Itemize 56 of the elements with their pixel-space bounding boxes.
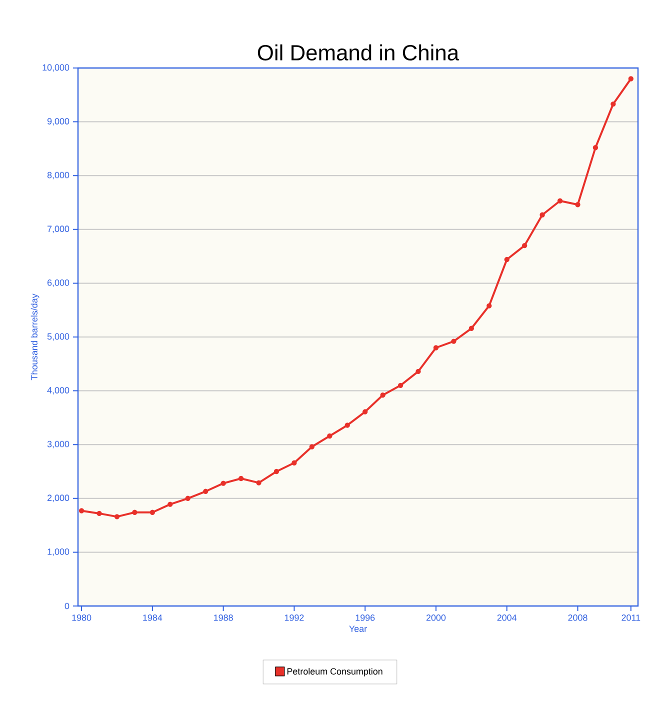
point [451,338,456,344]
point [150,510,156,515]
point [344,422,350,428]
x-tick-label: 1988 [214,614,233,621]
y-tick-label: 6,000 [47,279,70,287]
x-tick-label: 1984 [143,614,162,621]
y-tick-label: 2,000 [47,494,70,502]
point [292,460,297,466]
point [540,212,545,218]
point [220,480,226,486]
x-axis-title: Year [349,626,367,632]
point [238,476,244,482]
y-tick-label: 1,000 [48,548,70,556]
point [416,368,421,374]
point [380,392,386,398]
chart-title: Oil Demand in China [258,44,460,60]
y-tick-label: 9,000 [47,118,70,126]
y-tick-label: 0 [64,602,70,610]
y-tick-label: 10,000 [42,64,70,72]
point [274,468,280,474]
y-tick-label: 8,000 [47,172,70,180]
point [114,514,120,520]
point [522,242,528,248]
point [486,303,492,308]
point [327,433,332,439]
x-tick-label: 2000 [426,614,446,621]
x-tick-label: 1996 [356,614,375,621]
x-tick-label: 1980 [72,614,92,621]
y-tick-label: 7,000 [47,226,70,234]
point [362,409,368,414]
point [610,101,616,107]
point [203,488,208,494]
point [504,256,510,262]
point [132,510,138,515]
point [256,480,262,486]
point [398,382,404,388]
legend-label: Petroleum Consumption [287,668,382,676]
point [185,496,190,501]
point [78,508,84,514]
point [96,510,102,516]
y-tick-label: 5,000 [47,333,70,341]
point [309,444,315,450]
x-tick-label: 2011 [622,614,640,621]
point [433,345,439,350]
x-tick-label: 1992 [284,614,304,621]
point [468,326,474,331]
point [557,198,563,204]
x-tick-label: 2004 [497,614,517,621]
point [168,502,173,507]
x-tick-label: 2008 [568,614,588,621]
point [592,145,598,150]
point [628,76,634,82]
y-axis-title: Thousand barrels/day [30,294,40,380]
y-tick-label: 4,000 [47,387,70,394]
point [575,202,580,208]
y-tick-label: 3,000 [47,440,70,448]
